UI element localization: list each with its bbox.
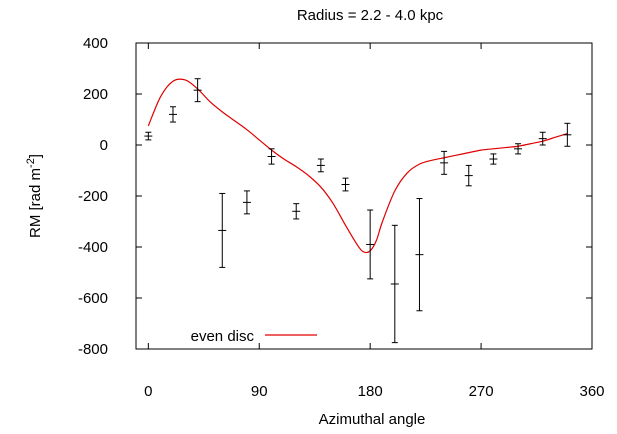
y-axis-title-main: RM [rad m — [27, 168, 44, 238]
data-point — [316, 158, 325, 173]
data-point — [514, 143, 523, 155]
y-axis-title: RM [rad m-2] — [25, 154, 44, 238]
x-tick-label: 180 — [358, 383, 383, 400]
y-axis-title-superscript: -2 — [25, 158, 37, 168]
y-tick-label: -200 — [78, 188, 108, 205]
legend: even disc — [191, 328, 317, 345]
data-point — [267, 148, 276, 165]
y-tick-label: 200 — [83, 86, 108, 103]
data-point — [218, 192, 227, 268]
data-point — [415, 198, 424, 312]
y-tick-label: 0 — [100, 137, 108, 154]
chart-title: Radius = 2.2 - 4.0 kpc — [297, 7, 444, 24]
data-points-layer — [144, 78, 572, 344]
even-disc-curve — [147, 78, 568, 254]
y-tick-label: -600 — [78, 290, 108, 307]
data-point — [366, 209, 375, 280]
x-tick-label: 270 — [469, 383, 494, 400]
data-point — [292, 203, 301, 220]
plot-frame — [135, 42, 593, 350]
data-point — [168, 106, 177, 123]
x-tick-label: 90 — [251, 383, 268, 400]
x-tick-label: 0 — [144, 383, 152, 400]
y-tick-label: -800 — [78, 341, 108, 358]
y-axis-title-group: RM [rad m-2] — [25, 154, 44, 238]
data-point — [390, 224, 399, 344]
data-point — [242, 190, 251, 215]
legend-label-even-disc: even disc — [191, 328, 255, 345]
data-point — [563, 122, 572, 147]
model-curve-layer — [147, 78, 568, 254]
data-point — [144, 131, 153, 141]
y-tick-label: -400 — [78, 239, 108, 256]
y-axis-ticks: -800 -600 -400 -200 0 200 400 — [78, 35, 592, 358]
y-axis-title-close: ] — [27, 154, 44, 158]
data-point — [440, 150, 449, 175]
data-point — [489, 153, 498, 165]
plot-area: 0 90 180 270 360 -800 -600 -400 -200 0 200 400 — [78, 35, 605, 400]
data-point — [464, 164, 473, 187]
x-axis-title: Azimuthal angle — [319, 411, 426, 428]
data-point — [193, 78, 202, 103]
data-point — [538, 131, 547, 146]
data-point — [341, 177, 350, 192]
y-tick-label: 400 — [83, 35, 108, 52]
x-axis-ticks: 0 90 180 270 360 — [144, 43, 605, 400]
x-tick-label: 360 — [579, 383, 604, 400]
